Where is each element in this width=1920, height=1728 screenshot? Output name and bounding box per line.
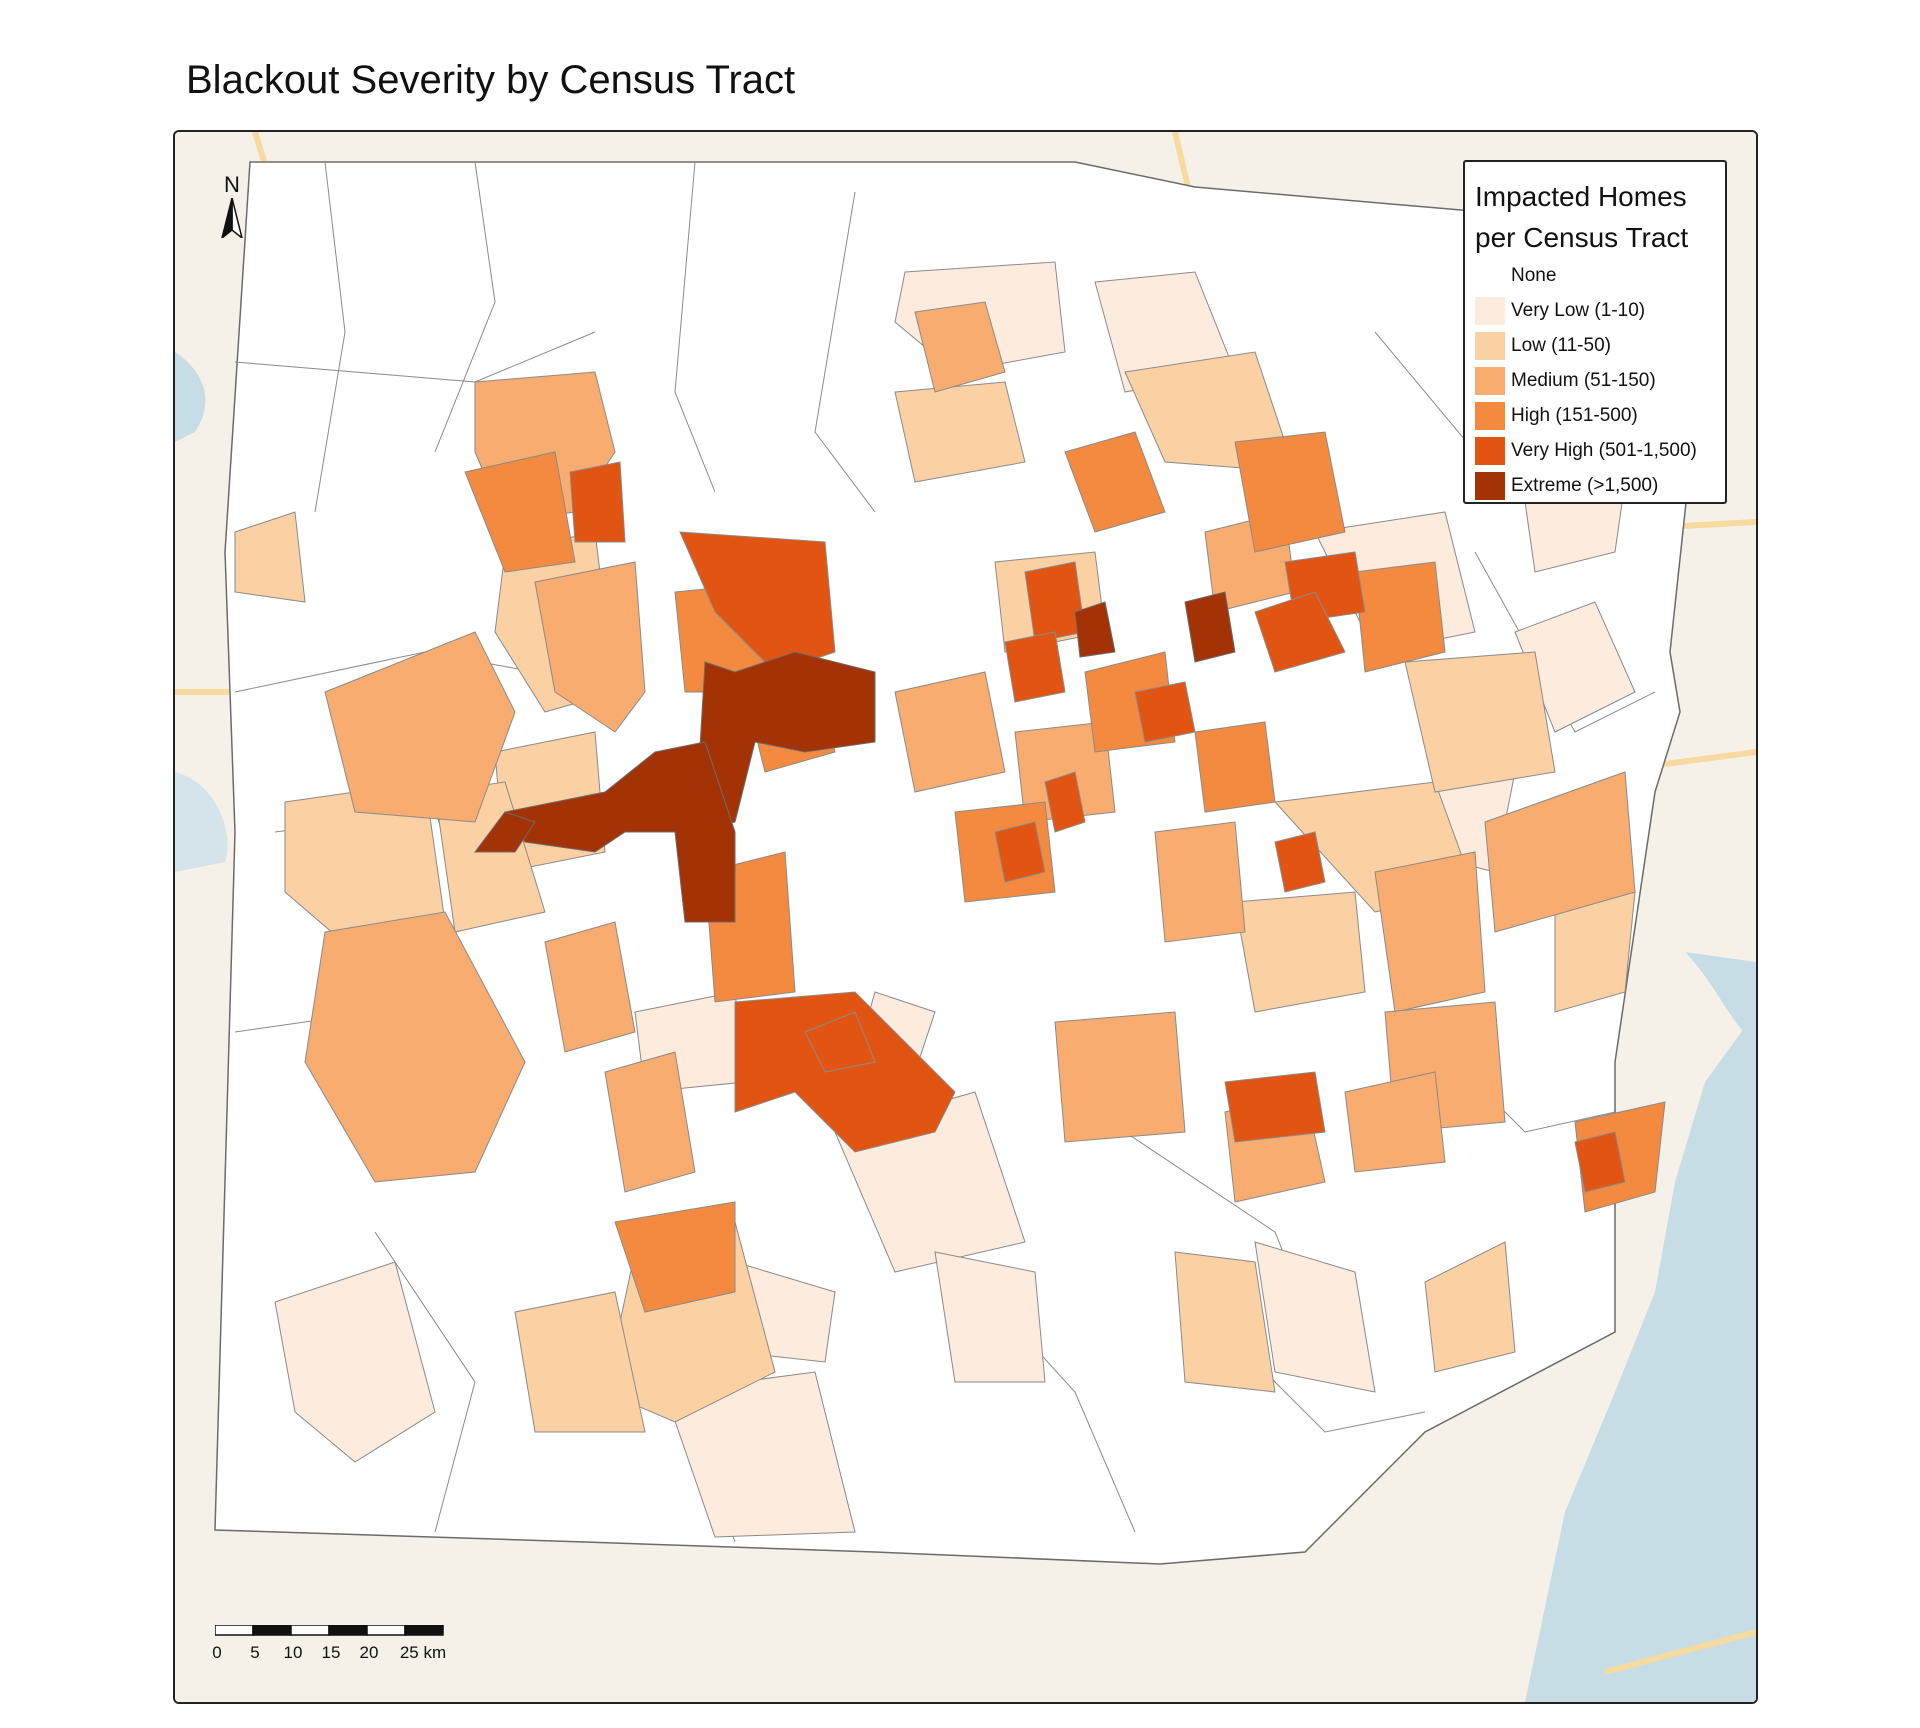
water-gulf	[1525, 1012, 1756, 1702]
water-bay	[1685, 952, 1756, 1042]
tracts-medium	[304, 301, 1636, 1203]
legend-label: High (151-500)	[1511, 404, 1638, 426]
legend-swatch	[1475, 296, 1505, 325]
legend-item-low: Low (11-50)	[1475, 328, 1715, 363]
water-lake-west	[175, 772, 228, 872]
legend-item-none: None	[1475, 258, 1715, 293]
scale-label-20: 20	[359, 1643, 379, 1662]
legend-item-medium: Medium (51-150)	[1475, 363, 1715, 398]
legend-label: Very High (501-1,500)	[1511, 439, 1697, 461]
north-arrow-icon	[220, 197, 244, 240]
legend-swatch	[1475, 261, 1505, 290]
north-letter: N	[224, 172, 240, 197]
map-title: Blackout Severity by Census Tract	[186, 58, 796, 102]
water-lake	[175, 352, 206, 442]
scale-label-0: 0	[212, 1643, 222, 1662]
scale-label-10: 10	[283, 1643, 303, 1662]
legend-label: Medium (51-150)	[1511, 369, 1656, 391]
legend-swatch	[1475, 366, 1505, 395]
legend-title-line-1: Impacted Homes	[1475, 181, 1687, 212]
legend-item-very-low: Very Low (1-10)	[1475, 293, 1715, 328]
scale-label-5: 5	[250, 1643, 260, 1662]
legend-swatch	[1475, 331, 1505, 360]
tracts-extreme	[474, 591, 1236, 923]
map-legend: Impacted Homes per Census Tract None Ver…	[1463, 160, 1727, 504]
legend-label: Extreme (>1,500)	[1511, 474, 1659, 496]
legend-item-extreme: Extreme (>1,500)	[1475, 468, 1715, 503]
legend-swatch	[1475, 401, 1505, 430]
legend-title-line-2: per Census Tract	[1475, 222, 1689, 253]
scale-label-25-km: 25 km	[399, 1643, 447, 1662]
legend-item-high: High (151-500)	[1475, 398, 1715, 433]
legend-items: None Very Low (1-10) Low (11-50) Medium …	[1475, 258, 1715, 503]
north-arrow: N	[215, 172, 249, 243]
scale-bar: 0 5 10 15 20 25 km	[212, 1624, 455, 1675]
legend-swatch	[1475, 471, 1505, 500]
legend-label: None	[1511, 264, 1557, 286]
map-panel[interactable]: N Impacted Homes per Census Tract None V…	[173, 130, 1758, 1704]
legend-item-very-high: Very High (501-1,500)	[1475, 433, 1715, 468]
scale-label-15: 15	[321, 1643, 341, 1662]
scale-bar-graphic	[214, 1624, 444, 1636]
tracts-very-high	[569, 461, 1626, 1193]
legend-label: Low (11-50)	[1511, 334, 1611, 356]
legend-label: Very Low (1-10)	[1511, 299, 1646, 321]
legend-swatch	[1475, 436, 1505, 465]
